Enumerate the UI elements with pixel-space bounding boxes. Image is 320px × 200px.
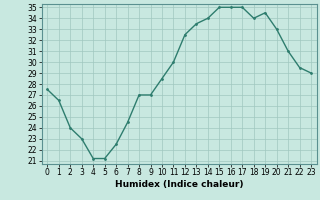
X-axis label: Humidex (Indice chaleur): Humidex (Indice chaleur) [115, 180, 244, 189]
